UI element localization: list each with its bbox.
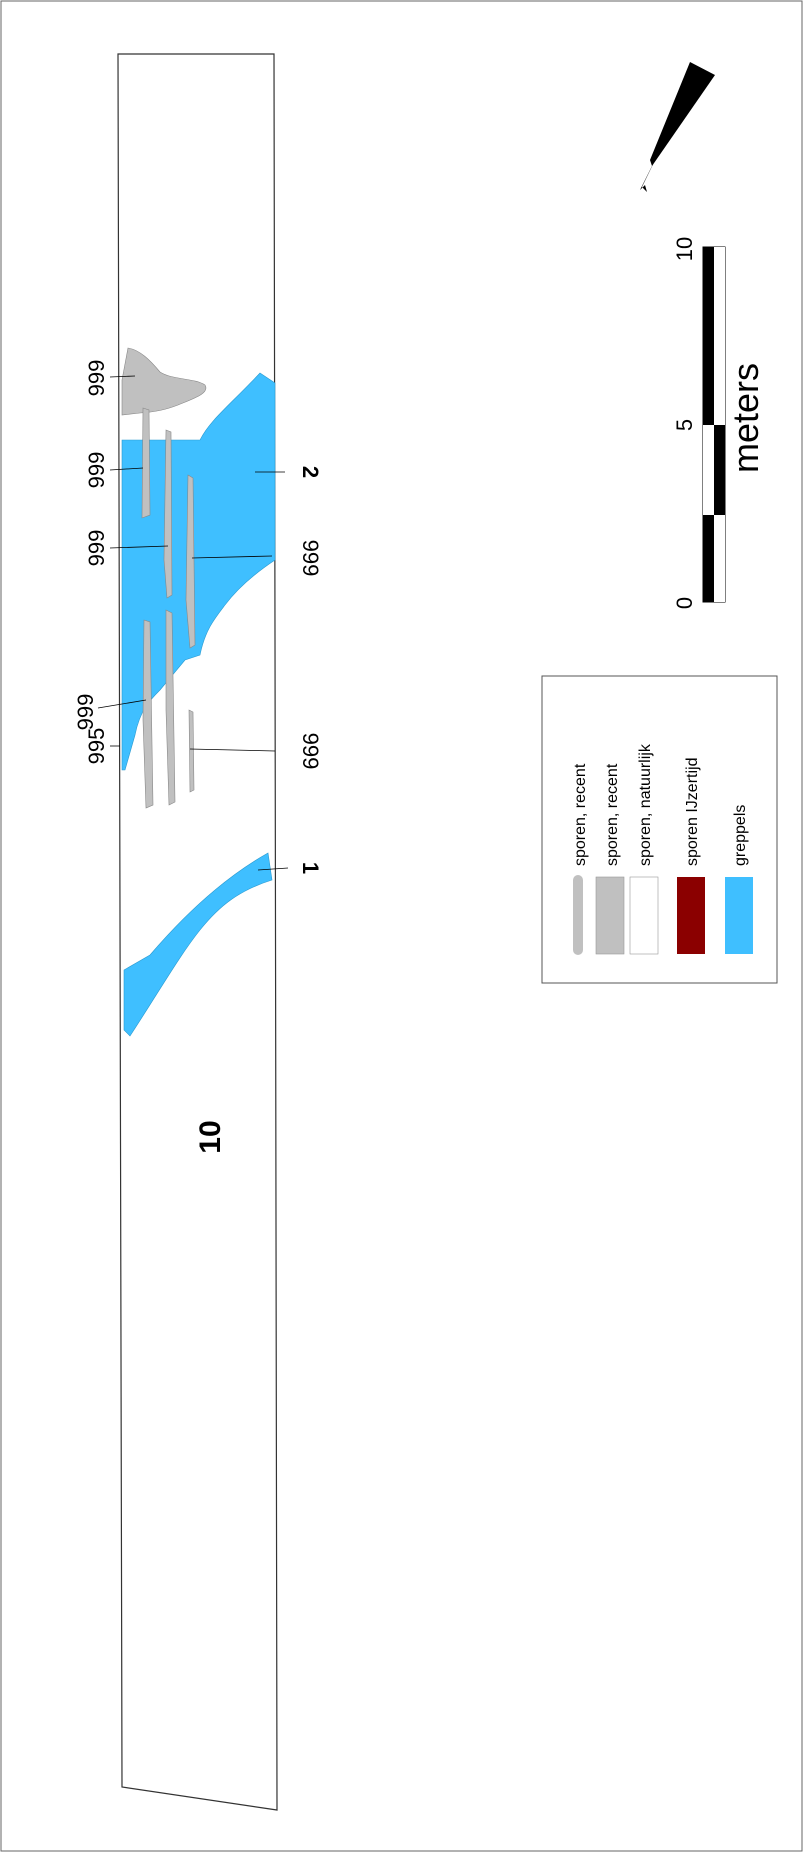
legend-swatch-ironage xyxy=(677,877,705,954)
label-999-3: 999 xyxy=(84,530,109,567)
legend-swatch-recent xyxy=(595,876,625,955)
scale-tick-5: 5 xyxy=(672,419,697,431)
legend-swatch-natural xyxy=(629,876,659,955)
north-arrow-icon xyxy=(640,62,715,192)
label-999-6: 999 xyxy=(298,733,323,770)
recent-feature-strip-5 xyxy=(165,609,176,806)
legend-label-recent: sporen, recent xyxy=(604,763,621,866)
recent-feature-strip-4 xyxy=(142,619,154,809)
legend-label-ditch: greppels xyxy=(732,805,749,866)
label-999-2: 999 xyxy=(84,452,109,489)
recent-feature-strip-1 xyxy=(141,407,151,519)
recent-feature-strip-6 xyxy=(188,709,195,793)
scale-bar: 0 5 10 meters xyxy=(672,237,766,609)
label-999-top: 999 xyxy=(84,360,109,397)
legend-swatch-recent-line xyxy=(573,875,583,955)
scale-tick-10: 10 xyxy=(672,237,697,261)
legend: sporen, recent sporen, recent sporen, na… xyxy=(541,675,778,984)
leader-lines xyxy=(97,375,289,871)
trench-number: 10 xyxy=(194,1120,227,1153)
recent-feature-strip-3 xyxy=(185,474,196,649)
ditch-1 xyxy=(123,852,273,1037)
label-999-5: 999 xyxy=(73,694,98,731)
legend-label-recent-line: sporen, recent xyxy=(572,763,589,866)
recent-feature-top xyxy=(121,347,207,416)
scale-tick-0: 0 xyxy=(672,597,697,609)
scale-unit: meters xyxy=(725,363,766,473)
recent-feature-strip-2 xyxy=(163,429,173,599)
legend-label-ironage: sporen IJzertijd xyxy=(684,758,701,867)
label-feature-1: 1 xyxy=(298,862,323,874)
label-feature-2: 2 xyxy=(298,466,323,478)
label-995: 995 xyxy=(84,728,109,765)
label-999-4: 999 xyxy=(298,540,323,577)
feature-labels: 999 999 999 999 999 995 999 2 1 10 xyxy=(73,360,323,1154)
legend-label-natural: sporen, natuurlijk xyxy=(637,743,654,866)
legend-swatch-ditch xyxy=(725,877,753,954)
